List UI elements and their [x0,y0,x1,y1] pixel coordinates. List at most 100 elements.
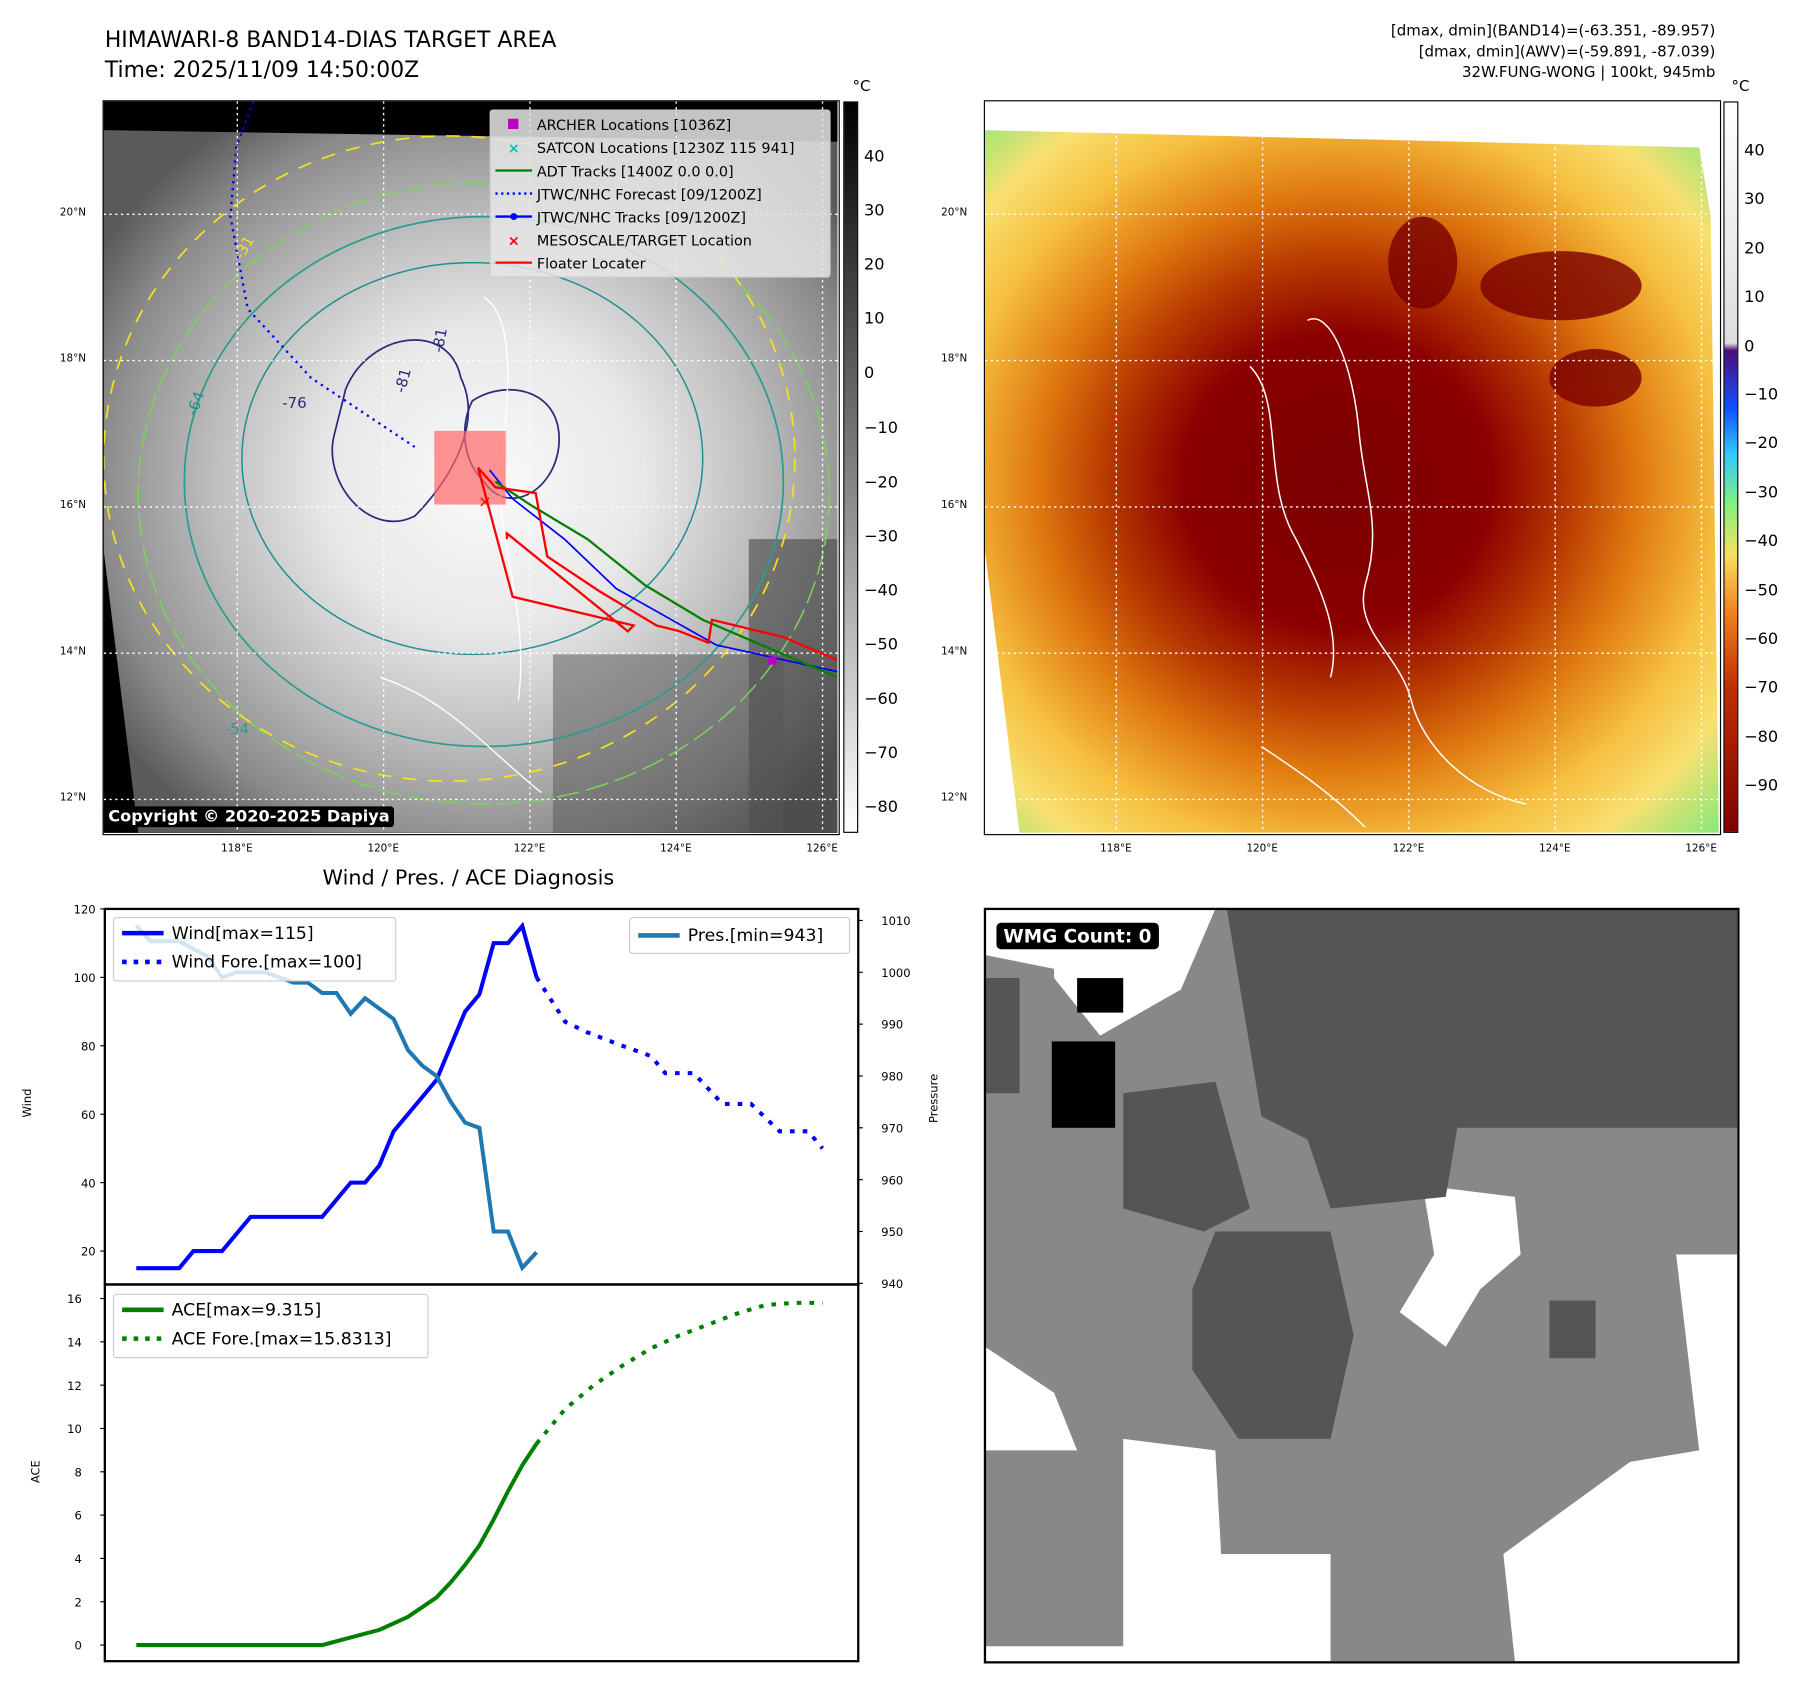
jtwc-forecast-track [229,101,416,448]
colorbar-tick: −20 [1744,434,1779,454]
legend-item: JTWC/NHC Tracks [09/1200Z] [491,205,830,228]
colorbar-tick: −50 [1744,581,1779,600]
lon-tick: 122°E [513,843,546,855]
stats-band14: [dmax, dmin](BAND14)=(-63.351, -89.957) [1390,23,1716,41]
lat-tick: 14°N [59,646,87,658]
colorbar-unit: °C [852,78,871,96]
lon-tick: 120°E [367,843,400,855]
ace-series-0-line [136,1442,539,1648]
lon-tick: 120°E [1246,843,1278,855]
colorbar-tick: −80 [863,798,899,817]
y2-tick-label: 1010 [881,914,910,928]
colorbar-unit: °C [1731,78,1750,96]
y-tick-label: 20 [81,1245,96,1259]
colorbar-tick: 10 [1744,288,1765,307]
lon-tick: 118°E [221,843,253,855]
colorbar-tick: −90 [1744,776,1779,796]
lat-tick: 12°N [941,792,968,805]
y-tick-label: 8 [74,1465,81,1479]
lon-tick: 126°E [1685,843,1717,855]
colorbar-tick: 20 [863,255,885,275]
colorbar-tick: 40 [863,147,885,166]
colorbar-tick: −40 [1744,532,1779,551]
colorbar-tick: 40 [1744,141,1765,161]
figure-title: HIMAWARI-8 BAND14-DIAS TARGET AREA [104,27,557,53]
series-1-line [534,976,825,1150]
square-marker-icon [491,118,537,131]
colorbar-right [1723,101,1739,833]
y2-tick-label: 950 [881,1225,903,1239]
y2-tick-label: 960 [881,1173,903,1187]
colorbar-tick: −10 [1744,385,1779,405]
series-0-line [136,921,539,1271]
storm-info: 32W.FUNG-WONG | 100kt, 945mb [1461,64,1716,82]
lon-tick: 118°E [1100,843,1132,855]
colorbar-left [843,101,859,833]
line-dot-icon [491,212,537,221]
lat-tick: 20°N [59,207,87,219]
contour-label: -76 [282,395,307,413]
awv-map-right [984,101,1719,833]
y-tick-label: 16 [67,1292,82,1306]
y-tick-label: 120 [74,903,96,917]
colorbar-tick: −60 [863,690,899,709]
colorbar-tick: −70 [863,744,899,763]
copyright-label: Copyright © 2020-2025 Dapiya [103,806,395,828]
line-icon [491,168,537,173]
legend-item: Floater Locater [491,251,830,274]
colorbar-tick: −10 [863,418,899,438]
y-tick-label: 40 [81,1176,96,1190]
lat-tick: 14°N [941,646,968,658]
wmg-frame [983,907,1740,1664]
x-marker-icon: × [507,138,520,157]
ace-series-1-line [535,1300,823,1445]
chart-title: Wind / Pres. / ACE Diagnosis [322,866,615,891]
axes-frame [103,1283,860,1663]
legend-ace: ACE[max=9.315] [171,1298,322,1320]
y2-tick-label: 940 [881,1277,903,1291]
wind-legend: Wind[max=115] Wind Fore.[max=100] [112,916,397,982]
y-tick-label: 10 [67,1422,82,1436]
y-tick-label: 6 [74,1509,81,1523]
svg-text:×: × [478,492,492,511]
y2-tick-label: 990 [881,1018,903,1032]
legend-ace-forecast: ACE Fore.[max=15.8313] [171,1327,392,1349]
x-marker-icon: × [507,230,520,249]
lon-tick: 124°E [660,843,692,855]
legend-item: × MESOSCALE/TARGET Location [491,228,830,251]
colorbar-tick: 0 [863,364,875,383]
lat-tick: 18°N [941,353,968,366]
map-right-frame [983,100,1722,836]
legend-wind-forecast: Wind Fore.[max=100] [171,950,362,972]
stats-awv: [dmax, dmin](AWV)=(-59.891, -87.039) [1418,43,1716,62]
y-tick-label: 60 [81,1108,96,1122]
lat-tick: 16°N [941,499,968,512]
lat-tick: 18°N [59,353,87,366]
figure-time: Time: 2025/11/09 14:50:00Z [104,57,420,83]
lat-tick: 16°N [59,499,87,512]
lat-tick: 12°N [59,792,87,805]
legend-item: ARCHER Locations [1036Z] [491,113,830,136]
y-tick-label: 0 [74,1639,81,1653]
colorbar-tick: 30 [863,201,885,221]
colorbar-tick: −70 [1744,678,1779,698]
lon-tick: 124°E [1539,843,1571,855]
target-area-box [434,430,506,505]
wmg-panel: WMG Count: 0 [984,908,1738,1662]
y2-tick-label: 980 [881,1070,903,1084]
lat-tick: 20°N [941,207,968,219]
colorbar-tick: −40 [863,581,899,600]
dotted-line-icon [491,191,537,196]
pressure-legend: Pres.[min=943] [628,916,851,954]
y-tick-label: 80 [81,1039,96,1053]
colorbar-tick: −20 [863,473,899,492]
legend-wind: Wind[max=115] [171,922,314,943]
legend-pressure: Pres.[min=943] [687,925,824,946]
colorbar-tick: −60 [1744,630,1779,649]
map-legend: ARCHER Locations [1036Z] × SATCON Location… [489,109,831,278]
lon-tick: 126°E [806,843,838,855]
y-tick-label: 12 [67,1379,82,1393]
colorbar-tick: −30 [1744,483,1779,503]
